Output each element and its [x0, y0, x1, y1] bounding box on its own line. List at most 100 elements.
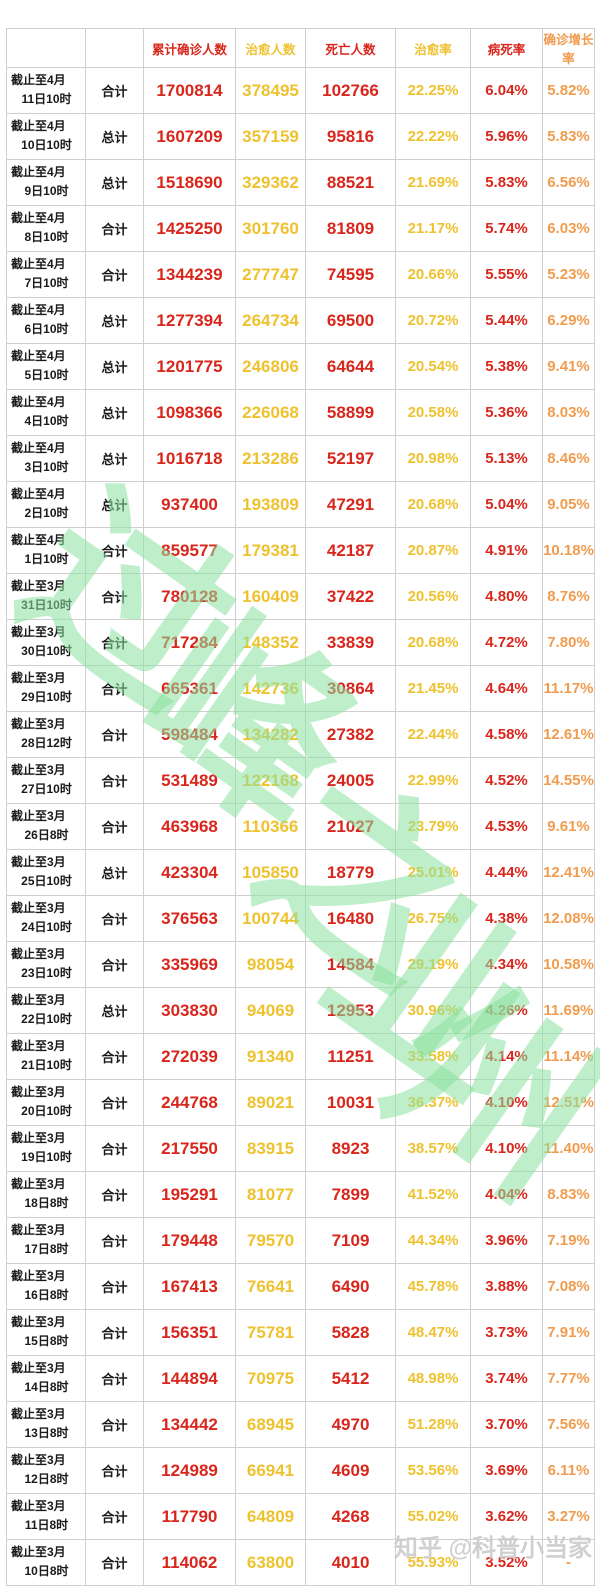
growth-rate-cell: 5.23%	[542, 251, 595, 298]
date-line-2: 11日8时	[24, 1518, 69, 1532]
total-label-cell: 总计	[85, 481, 144, 528]
date-cell: 截止至3月 29日10时	[6, 665, 86, 712]
date-line-2: 17日8时	[24, 1242, 69, 1256]
fatality-rate-cell: 5.44%	[470, 297, 543, 344]
cure-rate-cell: 20.68%	[395, 481, 471, 528]
growth-rate-cell: 7.56%	[542, 1401, 595, 1448]
date-line-2: 8日10时	[24, 230, 69, 244]
table-row: 截止至3月 17日8时 合计 179448 79570 7109 44.34% …	[6, 1217, 595, 1264]
table-row: 截止至3月 31日10时 合计 780128 160409 37422 20.5…	[6, 573, 595, 620]
confirmed-count-cell: 463968	[143, 803, 236, 850]
cure-rate-cell: 53.56%	[395, 1447, 471, 1494]
confirmed-count-cell: 134442	[143, 1401, 236, 1448]
table-row: 截止至3月 27日10时 合计 531489 122168 24005 22.9…	[6, 757, 595, 804]
date-line-1: 截止至3月	[11, 717, 66, 732]
fatality-rate-cell: 4.52%	[470, 757, 543, 804]
confirmed-count-cell: 1700814	[143, 67, 236, 114]
fatality-rate-cell: 5.96%	[470, 113, 543, 160]
date-line-1: 截止至3月	[11, 579, 66, 594]
confirmed-count-cell: 859577	[143, 527, 236, 574]
date-line-1: 截止至4月	[11, 119, 66, 134]
deaths-count-cell: 7109	[305, 1217, 396, 1264]
cure-rate-cell: 20.56%	[395, 573, 471, 620]
cured-count-cell: 76641	[235, 1263, 306, 1310]
fatality-rate-cell: 3.88%	[470, 1263, 543, 1310]
date-line-1: 截止至4月	[11, 349, 66, 364]
total-label-cell: 合计	[85, 1401, 144, 1448]
table-row: 截止至3月 20日10时 合计 244768 89021 10031 36.37…	[6, 1079, 595, 1126]
cured-count-cell: 226068	[235, 389, 306, 436]
table-row: 截止至3月 11日8时 合计 117790 64809 4268 55.02% …	[6, 1493, 595, 1540]
date-line-2: 4日10时	[24, 414, 69, 428]
deaths-count-cell: 4970	[305, 1401, 396, 1448]
date-line-2: 23日10时	[21, 966, 72, 980]
date-cell: 截止至3月 14日8时	[6, 1355, 86, 1402]
date-line-1: 截止至4月	[11, 395, 66, 410]
column-header-fatality_rate: 病死率	[470, 28, 543, 68]
total-label-cell: 总计	[85, 435, 144, 482]
date-line-1: 截止至4月	[11, 533, 66, 548]
cured-count-cell: 148352	[235, 619, 306, 666]
confirmed-count-cell: 717284	[143, 619, 236, 666]
cured-count-cell: 83915	[235, 1125, 306, 1172]
deaths-count-cell: 4268	[305, 1493, 396, 1540]
date-line-1: 截止至3月	[11, 1407, 66, 1422]
cure-rate-cell: 55.93%	[395, 1539, 471, 1586]
confirmed-count-cell: 376563	[143, 895, 236, 942]
fatality-rate-cell: 5.74%	[470, 205, 543, 252]
date-line-1: 截止至3月	[11, 901, 66, 916]
date-line-1: 截止至4月	[11, 441, 66, 456]
growth-rate-cell: 5.82%	[542, 67, 595, 114]
date-cell: 截止至3月 22日10时	[6, 987, 86, 1034]
cure-rate-cell: 48.47%	[395, 1309, 471, 1356]
cure-rate-cell: 20.72%	[395, 297, 471, 344]
cure-rate-cell: 45.78%	[395, 1263, 471, 1310]
cure-rate-cell: 20.87%	[395, 527, 471, 574]
table-row: 截止至4月 9日10时 总计 1518690 329362 88521 21.6…	[6, 159, 595, 206]
confirmed-count-cell: 1344239	[143, 251, 236, 298]
date-cell: 截止至3月 23日10时	[6, 941, 86, 988]
date-line-1: 截止至4月	[11, 487, 66, 502]
cure-rate-cell: 20.54%	[395, 343, 471, 390]
table-row: 截止至3月 16日8时 合计 167413 76641 6490 45.78% …	[6, 1263, 595, 1310]
deaths-count-cell: 8923	[305, 1125, 396, 1172]
confirmed-count-cell: 335969	[143, 941, 236, 988]
date-cell: 截止至3月 21日10时	[6, 1033, 86, 1080]
date-line-1: 截止至3月	[11, 855, 66, 870]
total-label-cell: 合计	[85, 1539, 144, 1586]
fatality-rate-cell: 4.64%	[470, 665, 543, 712]
date-line-2: 1日10时	[24, 552, 69, 566]
date-line-1: 截止至4月	[11, 73, 66, 88]
table-row: 截止至3月 29日10时 合计 665361 142736 30864 21.4…	[6, 665, 595, 712]
date-cell: 截止至4月 5日10时	[6, 343, 86, 390]
confirmed-count-cell: 665361	[143, 665, 236, 712]
date-line-2: 28日12时	[21, 736, 72, 750]
date-cell: 截止至3月 18日8时	[6, 1171, 86, 1218]
table-row: 截止至3月 15日8时 合计 156351 75781 5828 48.47% …	[6, 1309, 595, 1356]
confirmed-count-cell: 144894	[143, 1355, 236, 1402]
date-line-2: 26日8时	[24, 828, 69, 842]
cured-count-cell: 378495	[235, 67, 306, 114]
date-line-2: 18日8时	[24, 1196, 69, 1210]
deaths-count-cell: 58899	[305, 389, 396, 436]
growth-rate-cell: 8.76%	[542, 573, 595, 620]
confirmed-count-cell: 531489	[143, 757, 236, 804]
cure-rate-cell: 22.99%	[395, 757, 471, 804]
fatality-rate-cell: 4.14%	[470, 1033, 543, 1080]
column-header-cure_rate: 治愈率	[395, 28, 471, 68]
cured-count-cell: 110366	[235, 803, 306, 850]
table-row: 截止至3月 26日8时 合计 463968 110366 21027 23.79…	[6, 803, 595, 850]
cured-count-cell: 89021	[235, 1079, 306, 1126]
cure-rate-cell: 48.98%	[395, 1355, 471, 1402]
growth-rate-cell: 8.03%	[542, 389, 595, 436]
fatality-rate-cell: 4.91%	[470, 527, 543, 574]
cured-count-cell: 68945	[235, 1401, 306, 1448]
cured-count-cell: 70975	[235, 1355, 306, 1402]
cure-rate-cell: 23.79%	[395, 803, 471, 850]
cure-rate-cell: 20.58%	[395, 389, 471, 436]
date-line-2: 2日10时	[24, 506, 69, 520]
deaths-count-cell: 81809	[305, 205, 396, 252]
deaths-count-cell: 7899	[305, 1171, 396, 1218]
date-cell: 截止至4月 4日10时	[6, 389, 86, 436]
confirmed-count-cell: 195291	[143, 1171, 236, 1218]
